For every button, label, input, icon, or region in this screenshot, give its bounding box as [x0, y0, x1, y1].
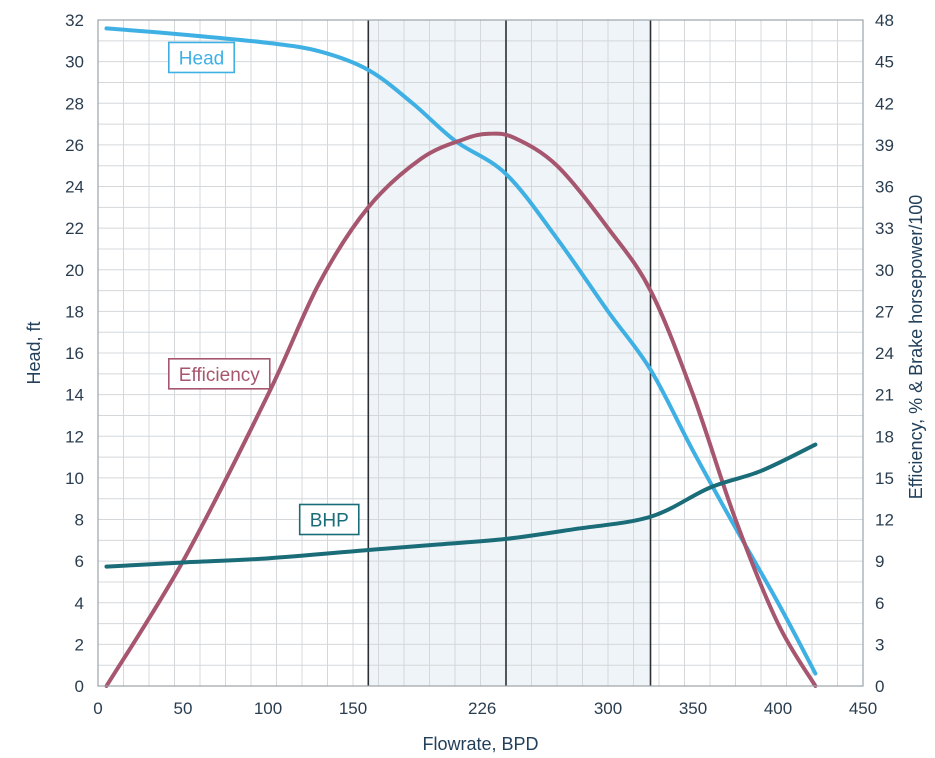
y-left-tick-label: 28	[65, 94, 84, 113]
y-right-tick-label: 48	[875, 11, 894, 30]
x-tick-label: 350	[679, 699, 707, 718]
y-left-tick-label: 2	[75, 635, 84, 654]
y-left-tick-label: 20	[65, 261, 84, 280]
plot-frame	[97, 19, 864, 687]
y-right-tick-label: 30	[875, 261, 894, 280]
chart-grid	[98, 20, 863, 686]
series-line-efficiency	[104, 131, 818, 688]
y-left-tick-label: 10	[65, 469, 84, 488]
series-label-bhp: BHP	[298, 503, 360, 536]
x-tick-label: 0	[93, 699, 102, 718]
x-tick-label: 450	[849, 699, 877, 718]
y-axis-right-title: Efficiency, % & Brake horsepower/100	[906, 195, 926, 500]
y-right-tick-label: 12	[875, 511, 894, 530]
series-line-head	[104, 26, 818, 676]
y-left-tick-label: 16	[65, 344, 84, 363]
y-left-tick-label: 30	[65, 53, 84, 72]
series-label-head: Head	[168, 41, 236, 74]
axis-ticks: 0 50 100 150 226 300 350 400 4500246810121416182…	[65, 11, 894, 718]
series-label-text: Head	[179, 48, 224, 69]
y-right-tick-label: 33	[875, 219, 894, 238]
y-left-tick-label: 12	[65, 427, 84, 446]
y-left-tick-label: 0	[75, 677, 84, 696]
y-right-tick-label: 3	[875, 635, 884, 654]
y-axis-left-title: Head, ft	[24, 321, 44, 384]
series-label-text: BHP	[310, 511, 349, 532]
operating-range-lines	[367, 20, 652, 686]
y-right-tick-label: 15	[875, 469, 894, 488]
y-right-tick-label: 36	[875, 178, 894, 197]
y-right-tick-label: 27	[875, 302, 894, 321]
chart-series	[104, 26, 818, 688]
y-left-tick-label: 18	[65, 302, 84, 321]
series-label-text: Efficiency	[179, 365, 260, 386]
y-left-tick-label: 26	[65, 136, 84, 155]
series-label-box	[168, 358, 271, 390]
y-left-tick-label: 32	[65, 11, 84, 30]
x-tick-label: 50	[174, 699, 193, 718]
plot-border	[97, 19, 864, 687]
y-right-tick-label: 42	[875, 94, 894, 113]
y-right-tick-label: 24	[875, 344, 894, 363]
series-label-box	[298, 503, 360, 536]
y-left-tick-label: 22	[65, 219, 84, 238]
y-right-tick-label: 18	[875, 427, 894, 446]
y-right-tick-label: 6	[875, 594, 884, 613]
y-right-tick-label: 9	[875, 552, 884, 571]
y-left-tick-label: 14	[65, 386, 84, 405]
x-tick-label: 150	[339, 699, 367, 718]
y-right-tick-label: 21	[875, 386, 894, 405]
x-tick-label: 400	[764, 699, 792, 718]
series-label-box	[168, 41, 236, 74]
y-left-tick-label: 4	[75, 594, 84, 613]
y-left-tick-label: 8	[75, 511, 84, 530]
y-right-tick-label: 0	[875, 677, 884, 696]
y-right-tick-label: 45	[875, 53, 894, 72]
series-line-bhp	[104, 442, 818, 569]
y-left-tick-label: 6	[75, 552, 84, 571]
series-label-efficiency: Efficiency	[168, 358, 271, 390]
series-labels: Head Efficiency BHP	[168, 41, 360, 536]
x-axis-title: Flowrate, BPD	[422, 734, 538, 754]
x-tick-label: 300	[594, 699, 622, 718]
y-left-tick-label: 24	[65, 178, 84, 197]
x-tick-label: 226	[468, 699, 496, 718]
y-right-tick-label: 39	[875, 136, 894, 155]
x-tick-label: 100	[254, 699, 282, 718]
